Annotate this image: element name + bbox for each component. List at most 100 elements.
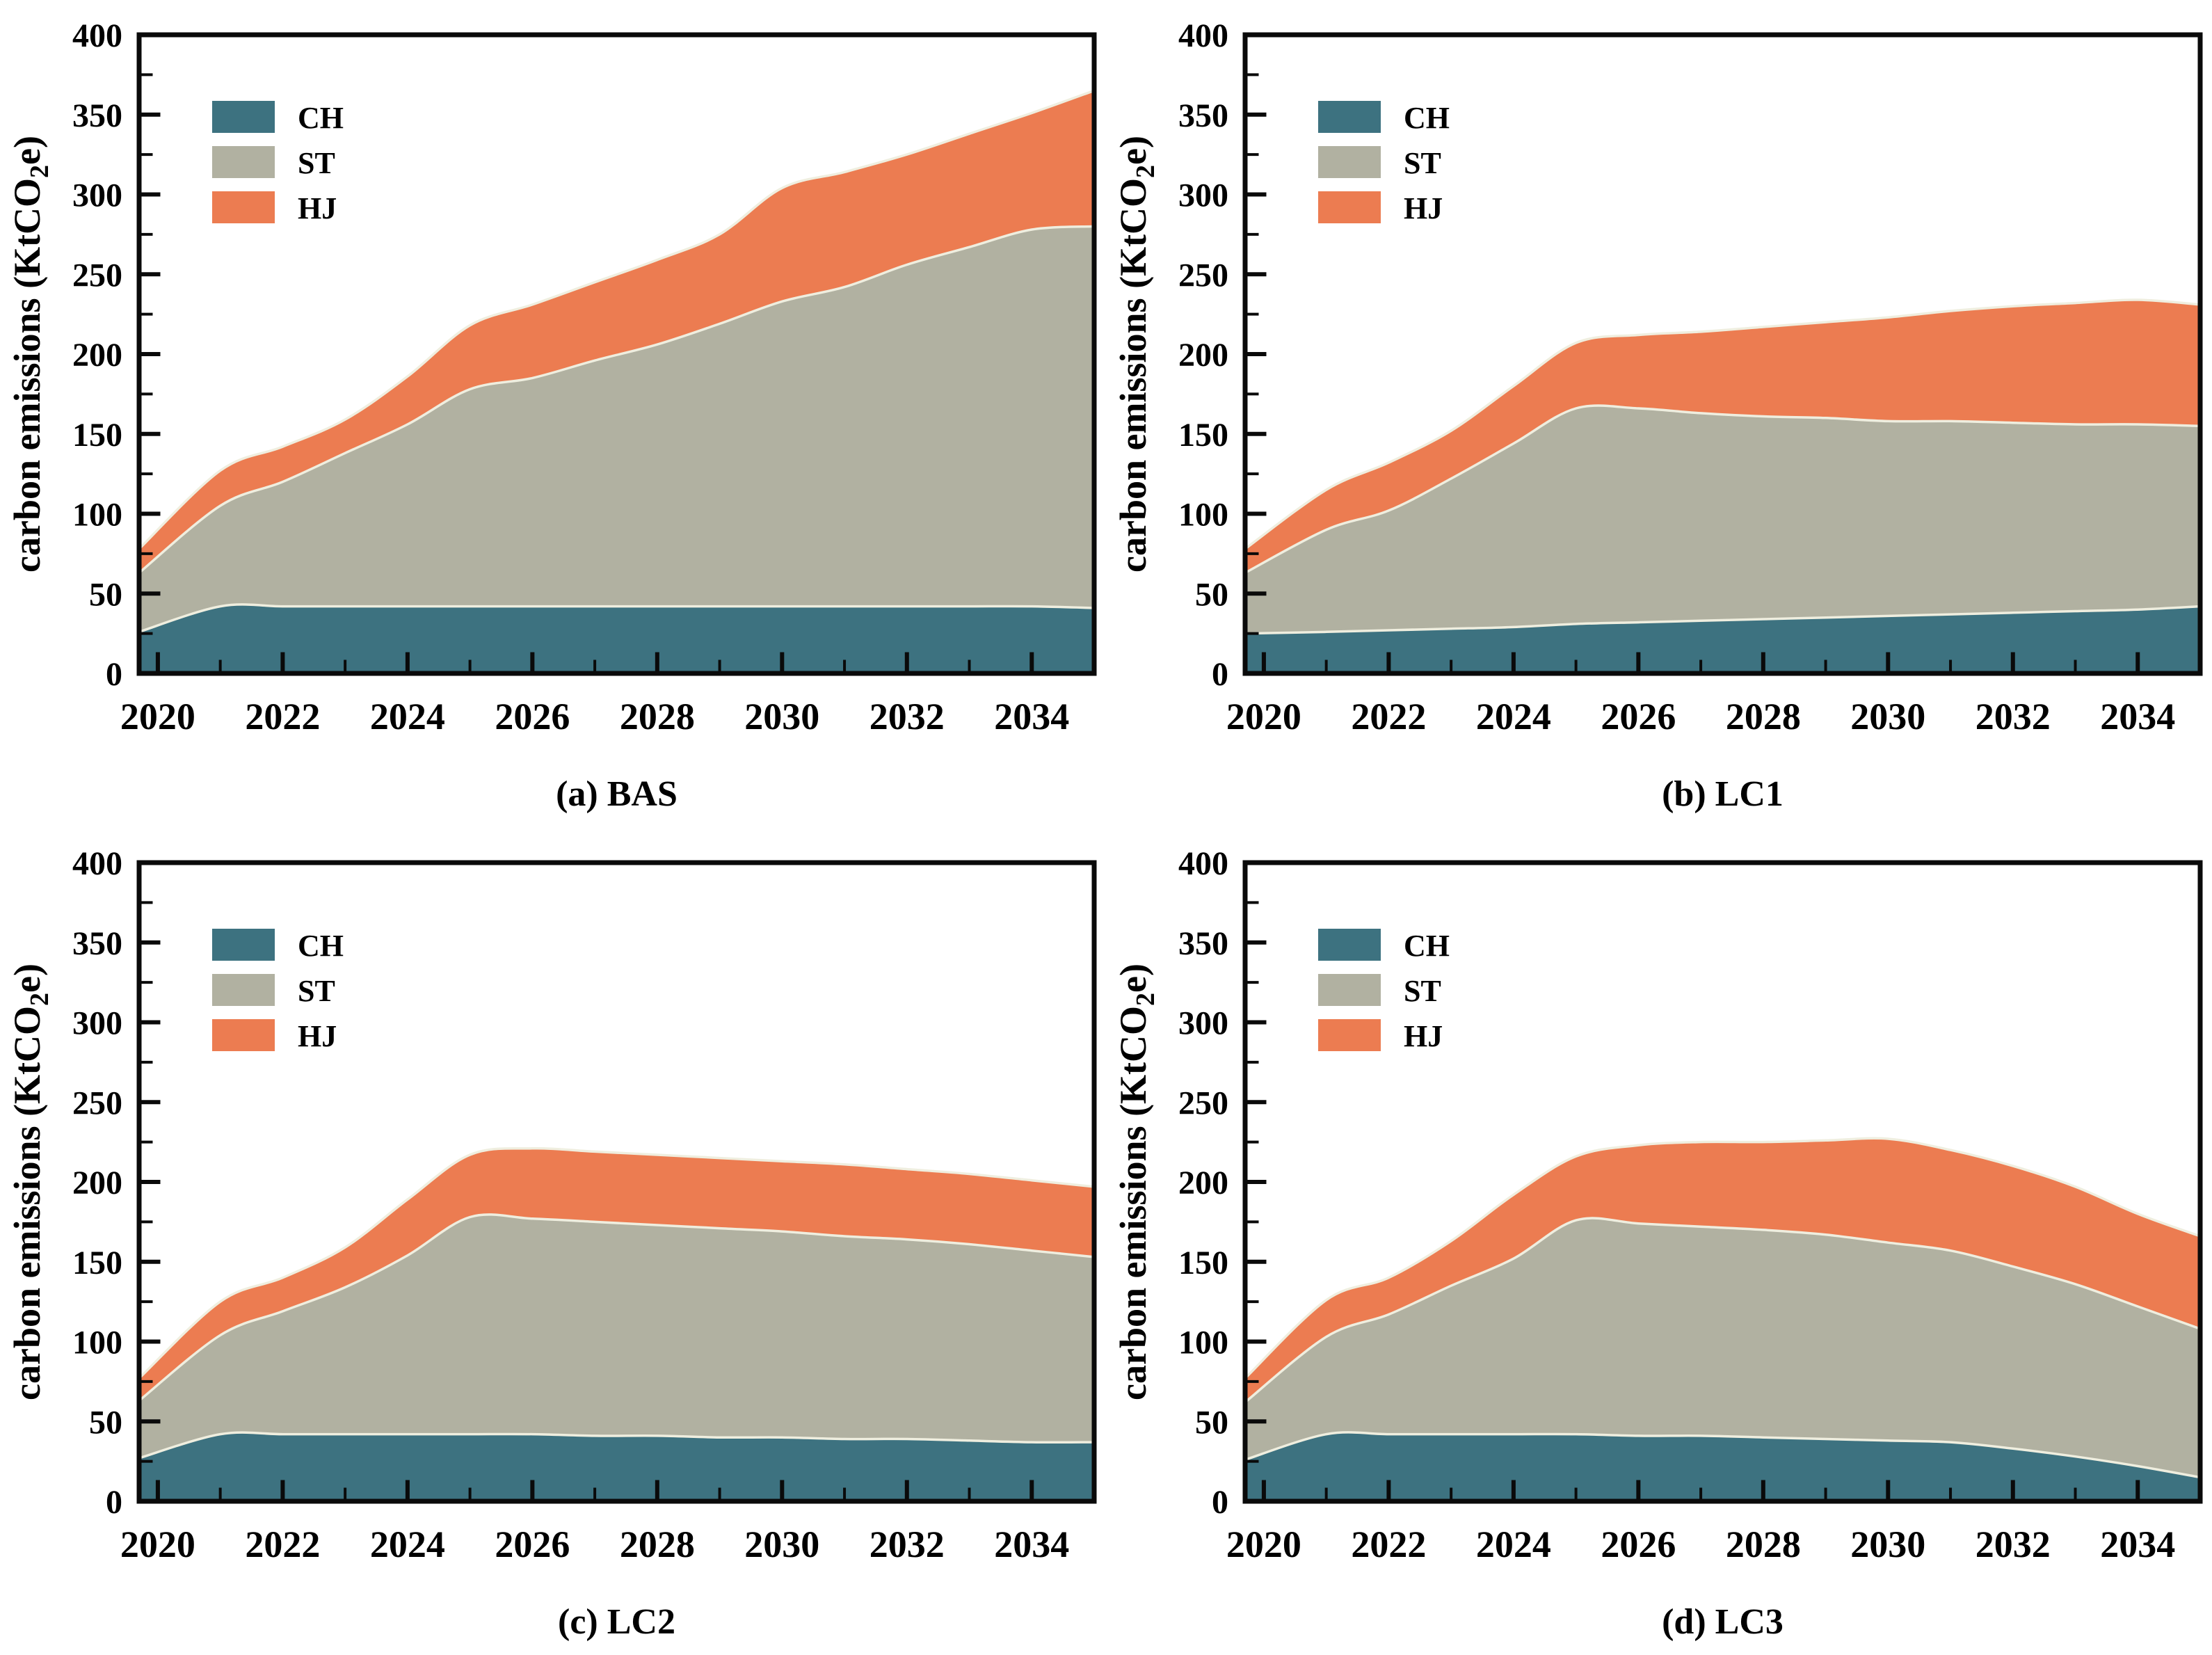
chart-lc3-svg: 0 50 100 150 200 250 300 350 400 2020 2022 2024 2026… [1112,845,2203,1642]
areas [1245,299,2200,673]
y-axis-title-group: carbon emissions (KtCO2e) [6,964,54,1400]
y-axis-title-group: carbon emissions (KtCO2e) [6,136,54,573]
y-axis-title-sub: 2 [1131,165,1160,178]
legend-label-hj: HJ [1404,191,1443,225]
y-tick-label-150: 150 [1178,1245,1228,1281]
y-axis-title-post: e) [6,964,48,993]
legend: CH ST HJ [1318,101,1450,225]
x-tick-label-2022: 2022 [1351,1524,1426,1565]
x-tick-label-2034: 2034 [994,1524,1069,1565]
legend-swatch-hj [1318,1019,1381,1051]
x-tick-label-2026: 2026 [1601,696,1676,737]
boundary-line-ch [138,603,1095,633]
y-axis: 0 50 100 150 200 250 300 350 400 [1178,17,1267,693]
legend-label-ch: CH [298,929,344,963]
y-tick-label-300: 300 [72,1005,122,1042]
area-st [139,1214,1094,1458]
y-tick-label-200: 200 [72,1165,122,1201]
panel-lc2: 0 50 100 150 200 250 300 350 400 2020 2022 2024 2026… [0,828,1106,1655]
x-tick-label-2022: 2022 [245,1524,320,1565]
x-tick-label-2026: 2026 [495,696,570,737]
boundary-line-ch [1244,1431,2201,1479]
boundary-line-hj [1244,298,2201,550]
y-tick-label-350: 350 [1178,925,1228,962]
x-tick-label-2026: 2026 [1601,1524,1676,1565]
x-tick-label-2032: 2032 [1975,696,2051,737]
plot-border [1242,32,2203,676]
legend-swatch-st [212,974,275,1006]
y-tick-label-200: 200 [1178,1165,1228,1201]
y-tick-label-350: 350 [72,925,122,962]
x-tick-label-2022: 2022 [245,696,320,737]
y-axis: 0 50 100 150 200 250 300 350 400 [72,17,161,693]
x-tick-label-2030: 2030 [1850,1524,1925,1565]
area-ch [1245,606,2200,673]
boundary-line-hj [138,1146,1095,1380]
legend-swatch-ch [1318,101,1381,133]
y-tick-label-400: 400 [72,17,122,54]
legend-label-st: ST [298,146,335,180]
area-hj [139,90,1094,573]
legend-label-ch: CH [1404,101,1450,135]
boundary-line-st [138,1213,1095,1402]
area-st [1245,1218,2200,1478]
legend-swatch-hj [1318,191,1381,223]
area-st [1245,406,2200,634]
boundary-line-ch [1244,605,2201,635]
x-tick-label-2020: 2020 [1226,1524,1301,1565]
y-tick-label-100: 100 [72,1325,122,1361]
y-axis-title-group: carbon emissions (KtCO2e) [1112,964,1160,1400]
legend-label-hj: HJ [1404,1019,1443,1053]
x-tick-label-2030: 2030 [1850,696,1925,737]
x-axis: 2020 2022 2024 2026 2028 2030 2032 2034 [120,1480,1096,1565]
y-axis-title-pre: carbon emissions (KtCO [6,178,48,573]
caption-lc1: (b) LC1 [1662,774,1784,814]
legend-label-st: ST [1404,146,1441,180]
legend-swatch-hj [212,1019,275,1051]
legend-label-ch: CH [298,101,344,135]
y-tick-label-150: 150 [72,417,122,454]
x-tick-label-2020: 2020 [1226,696,1301,737]
x-tick-label-2030: 2030 [744,1524,819,1565]
x-tick-label-2034: 2034 [994,696,1069,737]
legend-swatch-ch [1318,929,1381,961]
x-tick-label-2022: 2022 [1351,696,1426,737]
panel-lc3: 0 50 100 150 200 250 300 350 400 2020 2022 2024 2026… [1106,828,2212,1655]
y-axis: 0 50 100 150 200 250 300 350 400 [1178,845,1267,1521]
x-tick-label-2028: 2028 [620,696,695,737]
x-tick-label-2034: 2034 [2100,696,2175,737]
y-axis-title-sub: 2 [25,165,54,178]
x-tick-label-2032: 2032 [869,1524,945,1565]
y-tick-label-150: 150 [1178,417,1228,454]
x-tick-label-2030: 2030 [744,696,819,737]
y-tick-label-0: 0 [106,656,122,693]
areas [1245,1138,2200,1501]
x-axis: 2020 2022 2024 2026 2028 2030 2032 2034 [1226,652,2202,737]
y-tick-label-300: 300 [72,177,122,214]
boundary-line-st [1244,1217,2201,1404]
y-axis-title: carbon emissions (KtCO2e) [1112,136,1160,573]
boundary-line-hj [138,89,1095,550]
x-axis: 2020 2022 2024 2026 2028 2030 2032 2034 [1226,1480,2202,1565]
legend: CH ST HJ [212,101,344,225]
band-boundaries [1244,1137,2201,1479]
y-tick-label-350: 350 [72,97,122,134]
caption-bas: (a) BAS [556,774,678,814]
legend-swatch-ch [212,101,275,133]
area-ch [139,1432,1094,1501]
boundary-line-st [1244,404,2201,574]
y-tick-label-100: 100 [1178,1325,1228,1361]
areas [139,1148,1094,1501]
area-st [139,226,1094,632]
panel-lc1: 0 50 100 150 200 250 300 350 400 2020 2022 2024 2026… [1106,0,2212,828]
plot-border [136,32,1097,676]
chart-bas-svg: 0 50 100 150 200 250 300 350 400 2020 2022 2024 2026… [6,17,1097,814]
y-tick-label-50: 50 [89,576,122,613]
y-axis-title-post: e) [6,136,48,165]
y-tick-label-400: 400 [72,845,122,882]
x-axis: 2020 2022 2024 2026 2028 2030 2032 2034 [120,652,1096,737]
y-axis-title-group: carbon emissions (KtCO2e) [1112,136,1160,573]
chart-lc2-svg: 0 50 100 150 200 250 300 350 400 2020 2022 2024 2026… [6,845,1097,1642]
legend-swatch-st [212,146,275,178]
y-tick-label-50: 50 [1195,576,1228,613]
